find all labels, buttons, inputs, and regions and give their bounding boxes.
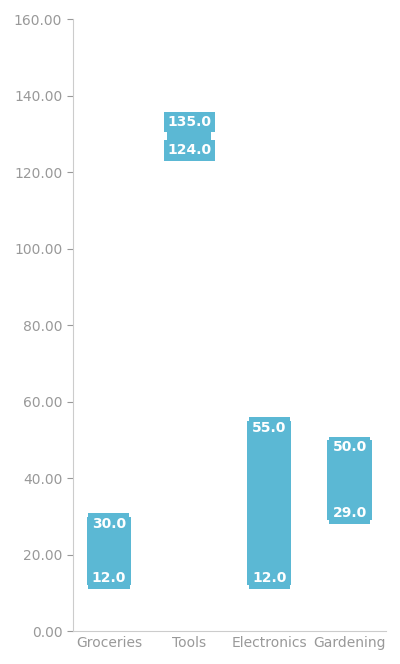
- Bar: [328, 440, 372, 521]
- Bar: [247, 421, 291, 586]
- Text: 50.0: 50.0: [332, 440, 367, 454]
- Text: 124.0: 124.0: [167, 143, 211, 157]
- Bar: [167, 115, 211, 157]
- Bar: [87, 517, 131, 586]
- Text: 12.0: 12.0: [92, 571, 126, 586]
- Text: 30.0: 30.0: [92, 517, 126, 531]
- Text: 55.0: 55.0: [252, 421, 286, 435]
- Text: 12.0: 12.0: [252, 571, 286, 586]
- Text: 135.0: 135.0: [167, 115, 211, 129]
- Text: 29.0: 29.0: [332, 507, 367, 521]
